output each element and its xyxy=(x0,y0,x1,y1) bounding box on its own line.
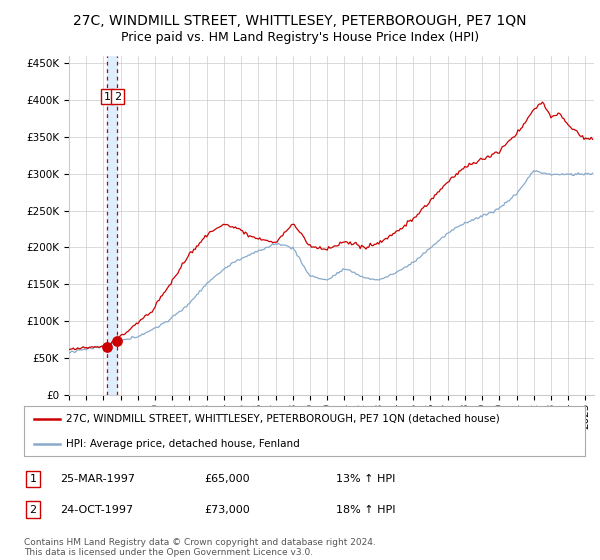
Text: 18% ↑ HPI: 18% ↑ HPI xyxy=(336,505,395,515)
Text: £73,000: £73,000 xyxy=(204,505,250,515)
Text: 2: 2 xyxy=(29,505,37,515)
Text: 27C, WINDMILL STREET, WHITTLESEY, PETERBOROUGH, PE7 1QN: 27C, WINDMILL STREET, WHITTLESEY, PETERB… xyxy=(73,14,527,28)
Text: Price paid vs. HM Land Registry's House Price Index (HPI): Price paid vs. HM Land Registry's House … xyxy=(121,31,479,44)
Text: £65,000: £65,000 xyxy=(204,474,250,484)
Point xyxy=(112,337,122,346)
Text: 2: 2 xyxy=(113,91,121,101)
Point xyxy=(103,343,112,352)
Text: 24-OCT-1997: 24-OCT-1997 xyxy=(60,505,133,515)
Text: Contains HM Land Registry data © Crown copyright and database right 2024.
This d: Contains HM Land Registry data © Crown c… xyxy=(24,538,376,557)
Text: HPI: Average price, detached house, Fenland: HPI: Average price, detached house, Fenl… xyxy=(66,439,300,449)
Text: 27C, WINDMILL STREET, WHITTLESEY, PETERBOROUGH, PE7 1QN (detached house): 27C, WINDMILL STREET, WHITTLESEY, PETERB… xyxy=(66,414,500,423)
Bar xyxy=(107,56,117,395)
Text: 1: 1 xyxy=(29,474,37,484)
Text: 13% ↑ HPI: 13% ↑ HPI xyxy=(336,474,395,484)
Text: 25-MAR-1997: 25-MAR-1997 xyxy=(60,474,135,484)
Text: 1: 1 xyxy=(104,91,111,101)
